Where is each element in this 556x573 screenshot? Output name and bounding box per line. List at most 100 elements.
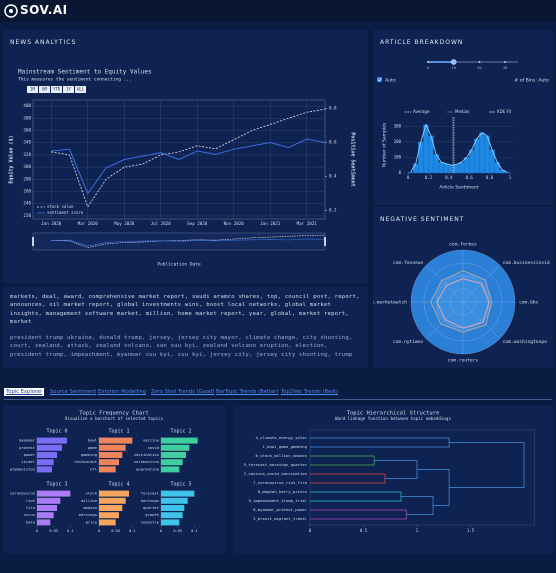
bar (37, 497, 61, 504)
plot-frame (309, 429, 535, 526)
histogram-bar (504, 172, 511, 174)
slider-knob[interactable] (450, 59, 457, 65)
bar (37, 444, 62, 451)
leaf-label: 5_forecast_earnings_quarter (244, 462, 308, 467)
chart-title: Topic Hierarchical Structure (347, 411, 440, 417)
tab[interactable]: Top2Vec Trends (Best) (281, 389, 338, 395)
hierarchy-panel: Topic Hierarchical Structure Ward linkage… (233, 405, 553, 553)
tab[interactable]: Zero Shot Trends (Good) (151, 389, 215, 395)
range-button-label[interactable]: ALL (77, 87, 85, 92)
line-chart: Mainstream Sentiment to Equity ValuesThi… (9, 69, 356, 268)
radar-spoke (462, 301, 500, 339)
bar-word: riot (26, 498, 35, 503)
range-button[interactable] (63, 86, 74, 93)
x-tick-label: Mar 2020 (78, 221, 99, 226)
range-button[interactable] (51, 86, 62, 93)
radar-polygon (436, 278, 490, 329)
x-tick-label: Jul 2020 (151, 221, 172, 226)
y-tick-label: 0 (399, 170, 402, 175)
bar-word: coronavirus (134, 459, 159, 464)
tab[interactable]: Topic Explorer (4, 388, 45, 396)
bar (161, 452, 186, 458)
subplot-title: Topic 3 (46, 482, 67, 488)
bar-word: game (88, 445, 98, 450)
dendrogram-link (310, 509, 407, 520)
tab[interactable]: BerTopic Trends (Better) (216, 389, 279, 395)
leaf-label: 4_climate_energy_solar (255, 435, 307, 440)
bar-word: growth (145, 512, 159, 517)
x-tick-label: 0.4 (445, 175, 453, 180)
bar (99, 459, 119, 466)
bar-word: quarter (143, 505, 160, 510)
radar-category-label: com.nytimes (393, 339, 424, 345)
x-tick-label: 0.1 (191, 529, 198, 533)
subplot-title: Topic 4 (108, 482, 129, 488)
histogram-bar (443, 163, 449, 174)
tab[interactable]: Emotion Modelling (98, 389, 147, 395)
bar (99, 519, 116, 526)
bar (37, 452, 57, 458)
range-button[interactable] (27, 86, 38, 93)
range-handle[interactable] (32, 237, 34, 246)
range-button-label[interactable]: 1Y (66, 87, 71, 92)
logo-text[interactable]: SOV.AI (20, 3, 68, 17)
x-tick-label: 0.05 (111, 529, 120, 533)
bar-word: hate (26, 519, 36, 524)
range-button[interactable] (39, 86, 50, 93)
x-axis-label: Publication Date (157, 262, 201, 268)
bar-word: stock (86, 491, 98, 496)
slider-tick-label: 30 (503, 66, 507, 70)
x-tick-label: Mar 2021 (297, 221, 318, 226)
subplot-title: Topic 0 (46, 429, 67, 435)
histogram-bar (463, 157, 470, 174)
radar-polygon (430, 270, 493, 333)
bar-word: myanmar (19, 438, 36, 443)
bar (161, 497, 188, 504)
radar-category-label: com.reuters (448, 358, 479, 364)
leaf-label: 9_impeachment_trump_trial (248, 498, 307, 503)
radar-spoke (426, 265, 464, 303)
chart-title: Topic Frequency Chart (79, 411, 149, 417)
bar (99, 444, 126, 451)
leaf-label: 0_myanmar_protest_power (253, 507, 308, 512)
bar-word: coronavirus (10, 491, 35, 496)
bar (99, 512, 119, 519)
logo-dot (9, 9, 13, 13)
radar-category-label: com.forbes (449, 242, 477, 248)
tab[interactable]: Source Sentiment (50, 389, 97, 395)
y2-tick-label: 0.6 (329, 140, 337, 145)
x-tick-label: 0.6 (466, 175, 474, 180)
bar (37, 437, 67, 444)
bar-word: protest (19, 445, 35, 450)
bar (37, 459, 54, 466)
range-button[interactable] (75, 86, 86, 93)
bar (37, 505, 57, 511)
radar-category-label: m.marketwatch (373, 300, 407, 306)
y-axis-label: Equity Value ($) (9, 135, 15, 183)
dendrogram-link (310, 491, 402, 502)
range-button-label[interactable]: 6M (42, 87, 47, 92)
bar-word: power (24, 452, 36, 457)
range-button-label[interactable]: YTD (53, 87, 61, 92)
range-button-label[interactable]: 1M (30, 87, 35, 92)
bar-word: earnings (79, 512, 97, 517)
bar-word: vaccine (143, 438, 160, 443)
slider-tick (478, 61, 481, 63)
radar-category-label: com.businessinsid (503, 260, 550, 266)
x-tick-label: 1 (416, 528, 419, 533)
range-slider-line (51, 234, 326, 248)
leaf-label: 7_coronavirus_riot_fire (253, 480, 308, 485)
bar (161, 459, 183, 466)
x-tick-label: 0.05 (49, 529, 58, 533)
bar (99, 437, 133, 444)
dendrogram-link (310, 437, 450, 448)
dendrogram-link (310, 455, 375, 466)
bar (37, 519, 51, 526)
x-tick-label: May 2020 (114, 221, 135, 226)
y-axis-label: Number of Samples (382, 122, 388, 167)
dendrogram-link (400, 496, 434, 515)
x-tick-label: 0 (36, 529, 38, 533)
range-handle[interactable] (324, 237, 326, 246)
